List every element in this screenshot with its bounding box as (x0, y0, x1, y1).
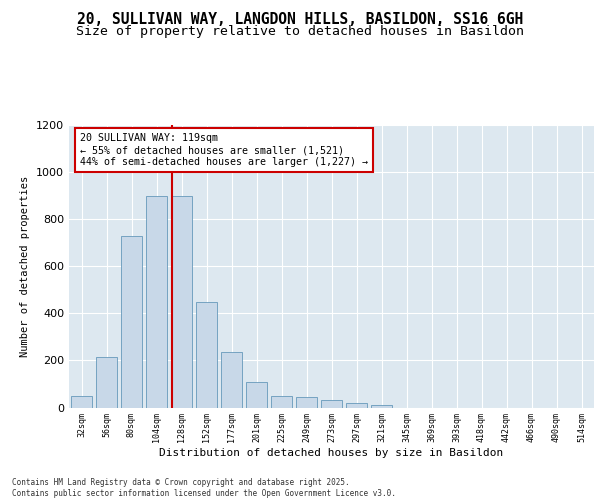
Y-axis label: Number of detached properties: Number of detached properties (20, 176, 31, 357)
Text: 20 SULLIVAN WAY: 119sqm
← 55% of detached houses are smaller (1,521)
44% of semi: 20 SULLIVAN WAY: 119sqm ← 55% of detache… (79, 134, 367, 166)
Bar (371, 405, 392, 407)
Bar (221, 352, 242, 408)
Bar (246, 382, 267, 407)
Bar (196, 302, 217, 408)
Bar (296, 397, 317, 407)
Text: Size of property relative to detached houses in Basildon: Size of property relative to detached ho… (76, 25, 524, 38)
Bar (171, 196, 192, 408)
Text: Contains HM Land Registry data © Crown copyright and database right 2025.
Contai: Contains HM Land Registry data © Crown c… (12, 478, 396, 498)
Bar (346, 403, 367, 407)
Bar (96, 357, 117, 408)
Text: 20, SULLIVAN WAY, LANGDON HILLS, BASILDON, SS16 6GH: 20, SULLIVAN WAY, LANGDON HILLS, BASILDO… (77, 12, 523, 28)
Bar (321, 400, 342, 407)
Bar (71, 396, 92, 407)
Bar (271, 396, 292, 407)
Bar (146, 196, 167, 408)
X-axis label: Distribution of detached houses by size in Basildon: Distribution of detached houses by size … (160, 448, 503, 458)
Bar (121, 236, 142, 408)
